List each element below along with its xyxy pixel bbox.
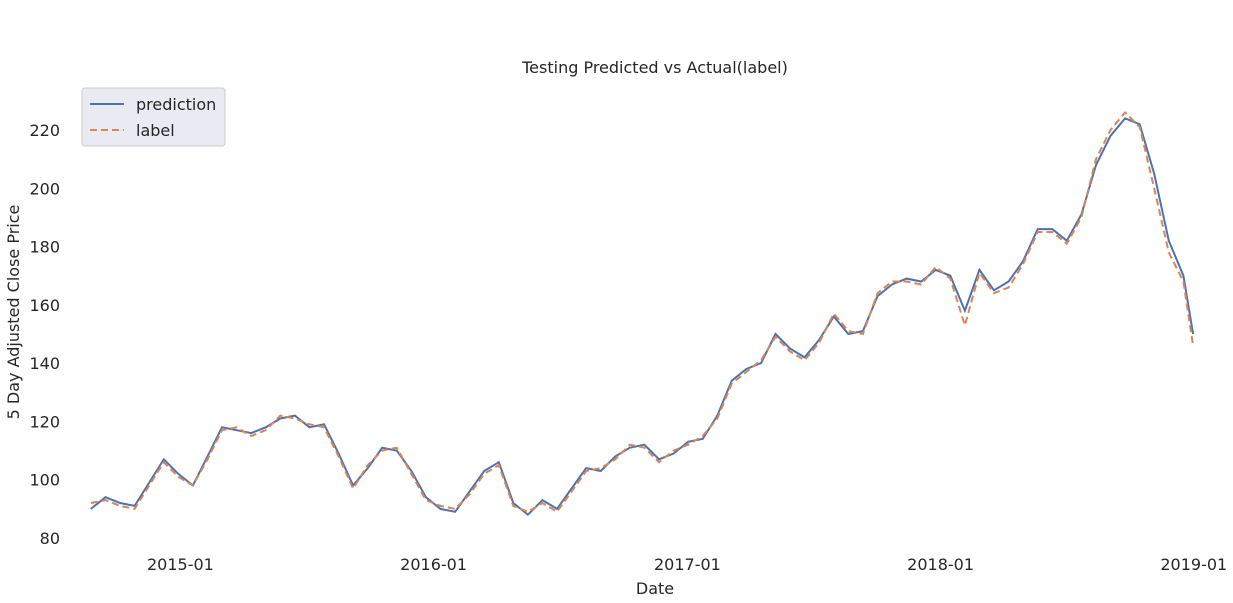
y-tick-label: 220	[29, 121, 60, 140]
x-axis: 2015-01 2016-01 2017-01 2018-01 2019-01	[147, 555, 1227, 574]
legend-box	[81, 87, 226, 147]
y-tick-label: 160	[29, 296, 60, 315]
chart-title: Testing Predicted vs Actual(label)	[521, 58, 788, 77]
y-tick-label: 100	[29, 471, 60, 490]
legend-label-prediction: prediction	[136, 95, 216, 114]
x-tick-label: 2017-01	[654, 555, 721, 574]
y-tick-label: 140	[29, 354, 60, 373]
x-tick-label: 2016-01	[400, 555, 467, 574]
y-tick-label: 80	[40, 529, 60, 548]
prediction-line	[90, 117, 1195, 517]
x-tick-label: 2019-01	[1160, 555, 1227, 574]
legend: prediction label	[81, 87, 226, 147]
y-tick-label: 180	[29, 238, 60, 257]
y-tick-label: 200	[29, 179, 60, 198]
y-tick-label: 120	[29, 412, 60, 431]
plot-area	[90, 111, 1195, 517]
label-line	[90, 111, 1195, 514]
x-tick-label: 2015-01	[147, 555, 214, 574]
x-axis-title: Date	[636, 579, 674, 598]
x-tick-label: 2018-01	[907, 555, 974, 574]
y-axis-title: 5 Day Adjusted Close Price	[4, 205, 23, 420]
y-axis: 80 100 120 140 160 180 200 220	[29, 121, 60, 548]
legend-label-label: label	[136, 121, 175, 140]
